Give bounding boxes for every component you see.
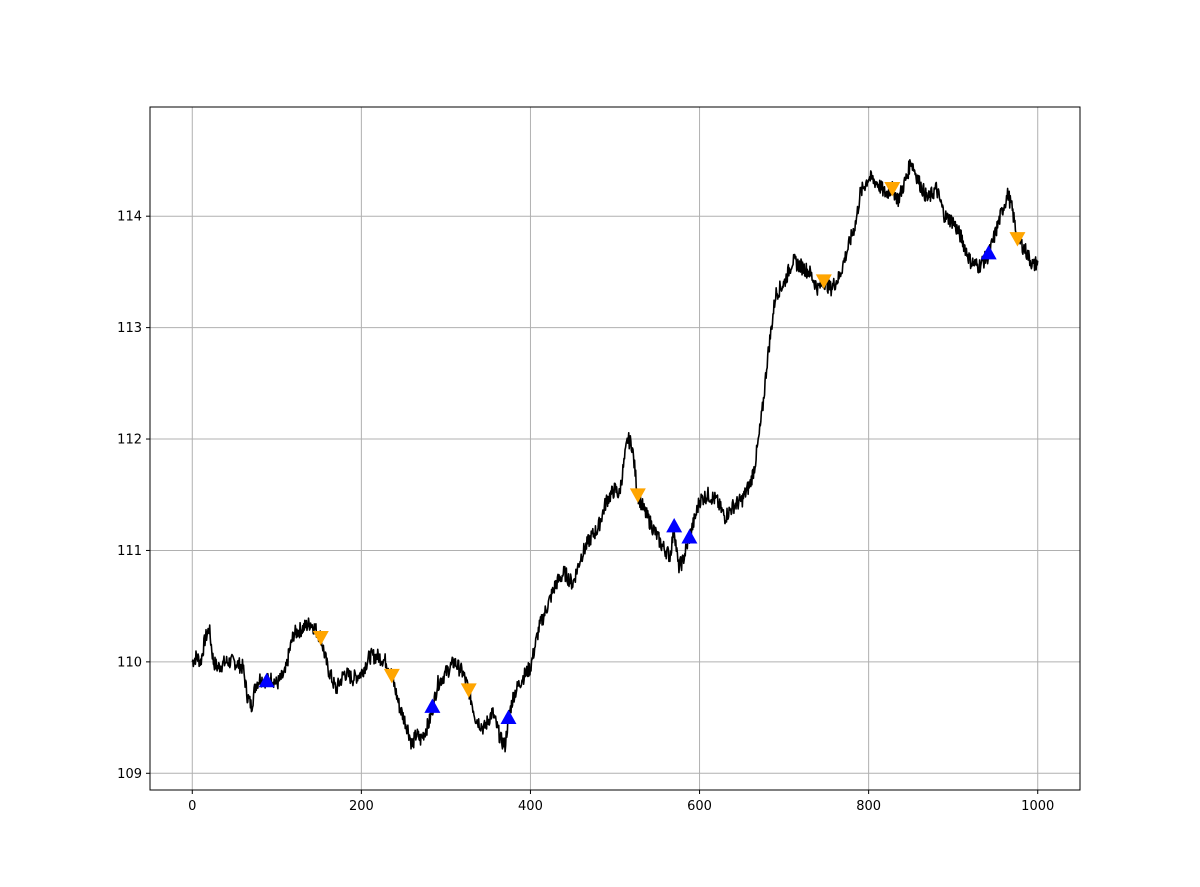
x-tick-label: 800	[856, 799, 881, 814]
sell-signal-marker	[884, 181, 901, 197]
buy-signal-marker	[681, 529, 698, 544]
buy-signal-marker	[258, 672, 275, 688]
sell-signal-marker	[460, 683, 477, 698]
buy-signal-marker	[666, 517, 683, 533]
buy-signal-marker	[424, 698, 441, 713]
series-layer	[191, 159, 1039, 753]
x-tick-label: 1000	[1021, 799, 1054, 814]
sell-signal-marker	[312, 630, 329, 646]
sell-signal-marker	[383, 668, 400, 684]
y-tick-label: 112	[117, 433, 142, 448]
axes-frame	[149, 106, 1081, 791]
y-tick-label: 110	[117, 655, 142, 670]
marker-layer	[258, 181, 1026, 724]
buy-signal-marker	[980, 244, 997, 260]
x-tick-label: 200	[349, 799, 374, 814]
x-tick-label: 400	[518, 799, 543, 814]
y-tick-label: 111	[117, 544, 142, 559]
y-tick-label: 114	[117, 210, 142, 225]
y-tick-label: 113	[117, 321, 142, 336]
tick-layer: 0 200 400 600 800 1000 109 110 111 112 113 114	[117, 210, 1054, 814]
x-tick-label: 600	[687, 799, 712, 814]
buy-signal-marker	[500, 709, 517, 724]
sell-signal-marker	[1009, 232, 1026, 247]
y-tick-label: 109	[117, 767, 142, 782]
price-series-line	[191, 159, 1039, 753]
sell-signal-marker	[815, 274, 832, 289]
sell-signal-marker	[629, 488, 646, 503]
x-tick-label: 0	[188, 799, 196, 814]
grid-layer	[150, 107, 1080, 790]
